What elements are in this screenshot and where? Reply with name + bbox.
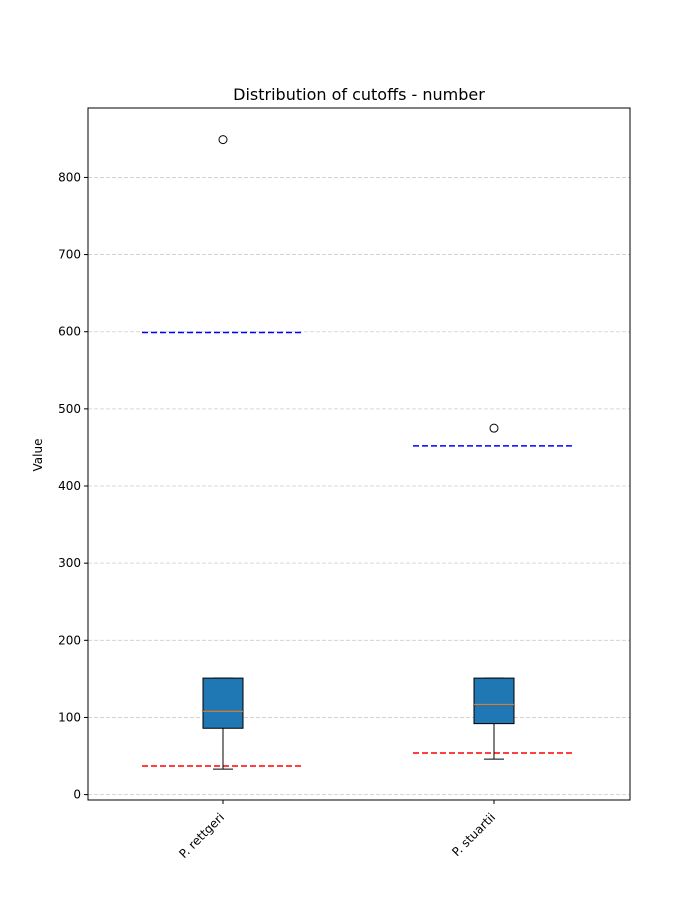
box-p-rettgeri bbox=[202, 135, 244, 770]
y-tick-label: 300 bbox=[58, 556, 81, 570]
y-tick-label: 500 bbox=[58, 402, 81, 416]
chart-title: Distribution of cutoffs - number bbox=[233, 85, 485, 104]
y-axis-ticks: 0 100 200 300 400 500 600 700 800 bbox=[58, 170, 88, 802]
x-axis-ticks: P. rettgeri P. stuartii bbox=[176, 800, 498, 861]
x-tick-label: P. stuartii bbox=[449, 810, 498, 859]
outlier-point bbox=[489, 423, 499, 433]
y-tick-label: 0 bbox=[73, 788, 81, 802]
y-tick-label: 700 bbox=[58, 248, 81, 262]
y-tick-label: 200 bbox=[58, 633, 81, 647]
y-tick-label: 100 bbox=[58, 710, 81, 724]
box-iqr bbox=[473, 677, 515, 725]
y-axis-label: Value bbox=[31, 439, 45, 472]
box-p-stuartii bbox=[473, 423, 515, 760]
plot-area-frame bbox=[87, 107, 631, 801]
boxes bbox=[202, 135, 515, 770]
y-tick-label: 800 bbox=[58, 170, 81, 184]
box-iqr bbox=[202, 677, 244, 729]
y-tick-label: 600 bbox=[58, 325, 81, 339]
grid-lines bbox=[88, 177, 630, 795]
outlier-point bbox=[218, 135, 228, 145]
x-tick-label: P. rettgeri bbox=[176, 810, 227, 861]
y-tick-label: 400 bbox=[58, 479, 81, 493]
